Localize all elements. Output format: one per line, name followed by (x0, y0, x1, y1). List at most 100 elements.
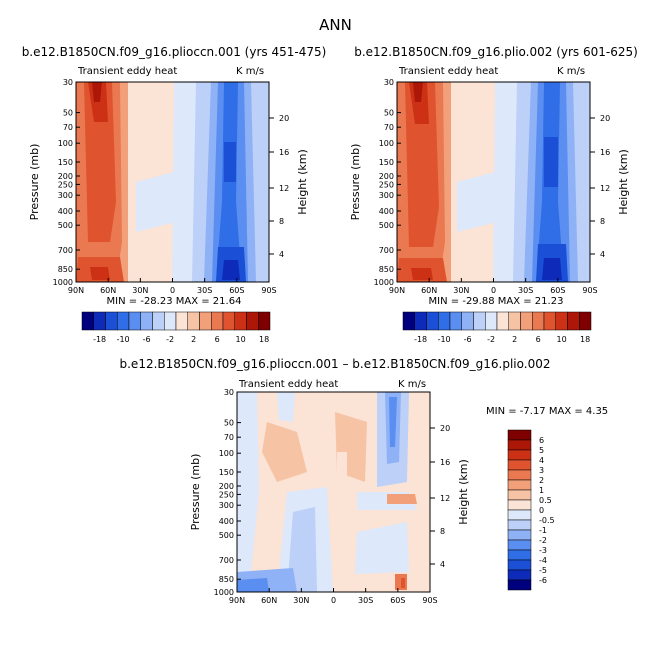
colorbar-swatch (485, 311, 498, 331)
colorbar-label: 10 (236, 335, 246, 344)
pressure-tick-label: 400 (219, 517, 234, 526)
pressure-tick-label: 100 (219, 449, 234, 458)
latitude-tick-label: 0 (331, 596, 336, 605)
panel-difference: b.e12.B1850CN.f09_g16.plioccn.001 – b.e1… (120, 357, 609, 605)
panel1-height-axis: 20 16 12 8 4 (269, 114, 289, 259)
colorbar-label: 18 (580, 335, 590, 344)
pressure-tick-label: 70 (384, 123, 394, 132)
latitude-tick-label: 30N (293, 596, 309, 605)
colorbar-label: -2 (166, 335, 174, 344)
panel1-units: K m/s (236, 66, 264, 77)
latitude-tick-label: 60N (261, 596, 277, 605)
latitude-tick-label: 30N (453, 286, 469, 295)
panel3-minmax: MIN = -7.17 MAX = 4.35 (486, 406, 608, 417)
colorbar-swatch (507, 519, 532, 531)
panel3-latitude-axis: 90N 60N 30N 0 30S 60S 90S (229, 588, 438, 605)
pressure-tick-label: 150 (58, 158, 73, 167)
colorbar-label: -2 (487, 335, 495, 344)
panel2-left-label: Transient eddy heat (398, 66, 498, 77)
pressure-tick-label: 200 (58, 172, 73, 181)
pressure-tick-label: 300 (219, 501, 234, 510)
pressure-tick-label: 500 (219, 531, 234, 540)
latitude-tick-label: 60N (100, 286, 116, 295)
height-tick-label: 8 (600, 217, 605, 226)
colorbar-swatch (222, 311, 235, 331)
colorbar-swatch (507, 569, 532, 581)
pressure-tick-label: 50 (63, 109, 73, 118)
panel3-contour-plot (237, 392, 430, 592)
colorbar-swatch (567, 311, 580, 331)
panel-plio-002: b.e12.B1850CN.f09_g16.plio.002 (yrs 601-… (349, 45, 638, 344)
panel2-y2label: Height (km) (617, 149, 630, 215)
colorbar-label: -2 (539, 536, 547, 545)
height-tick-label: 4 (600, 250, 605, 259)
colorbar-swatch (507, 449, 532, 461)
colorbar-label: -6 (143, 335, 151, 344)
colorbar-swatch (507, 509, 532, 521)
panel1-latitude-axis: 90N 60N 30N 0 30S 60S 90S (68, 278, 277, 295)
pressure-tick-label: 700 (219, 556, 234, 565)
colorbar-swatch (507, 539, 532, 551)
panel1-colorbar: -18 -10 -6 -2 2 6 10 18 (81, 311, 271, 344)
panel1-minmax: MIN = -28.23 MAX = 21.64 (107, 296, 242, 307)
colorbar-swatch (81, 311, 94, 331)
latitude-tick-label: 60S (390, 596, 405, 605)
colorbar-label: 10 (557, 335, 567, 344)
panel-plioccn-001: b.e12.B1850CN.f09_g16.plioccn.001 (yrs 4… (22, 45, 327, 344)
colorbar-label: 0.5 (539, 496, 552, 505)
panel3-y2label: Height (km) (457, 459, 470, 525)
colorbar-label: -18 (414, 335, 427, 344)
panel3-units: K m/s (398, 379, 426, 390)
colorbar-swatch (234, 311, 247, 331)
latitude-tick-label: 0 (491, 286, 496, 295)
latitude-tick-label: 60S (550, 286, 565, 295)
pressure-tick-label: 300 (379, 191, 394, 200)
pressure-tick-label: 1000 (53, 278, 73, 287)
colorbar-label: 1 (539, 486, 544, 495)
panel2-minmax: MIN = -29.88 MAX = 21.23 (429, 296, 564, 307)
pressure-tick-label: 100 (58, 139, 73, 148)
colorbar-label: 2 (512, 335, 517, 344)
pressure-tick-label: 500 (379, 221, 394, 230)
latitude-tick-label: 60S (229, 286, 244, 295)
latitude-tick-label: 90S (422, 596, 437, 605)
colorbar-label: -3 (539, 546, 547, 555)
latitude-tick-label: 30S (518, 286, 533, 295)
colorbar-swatch (449, 311, 462, 331)
pressure-tick-label: 400 (58, 207, 73, 216)
height-tick-label: 20 (279, 114, 289, 123)
colorbar-swatch (532, 311, 545, 331)
colorbar-swatch (496, 311, 509, 331)
pressure-tick-label: 850 (58, 265, 73, 274)
panel2-colorbar: -18 -10 -6 -2 2 6 10 18 (402, 311, 592, 344)
colorbar-swatch (211, 311, 224, 331)
colorbar-swatch (128, 311, 141, 331)
latitude-tick-label: 30S (197, 286, 212, 295)
colorbar-label: -4 (539, 556, 547, 565)
colorbar-swatch (520, 311, 533, 331)
latitude-tick-label: 90S (582, 286, 597, 295)
colorbar-swatch (246, 311, 259, 331)
panel1-title: b.e12.B1850CN.f09_g16.plioccn.001 (yrs 4… (22, 45, 327, 59)
pressure-tick-label: 200 (379, 172, 394, 181)
colorbar-label: 2 (539, 476, 544, 485)
pressure-tick-label: 250 (379, 180, 394, 189)
colorbar-swatch (507, 439, 532, 451)
colorbar-label: -18 (93, 335, 106, 344)
colorbar-swatch (175, 311, 188, 331)
pressure-tick-label: 30 (224, 388, 234, 397)
panel1-contour-plot (76, 82, 269, 282)
colorbar-swatch (579, 311, 592, 331)
colorbar-label: 4 (539, 456, 544, 465)
colorbar-swatch (152, 311, 165, 331)
panel2-latitude-axis: 90N 60N 30N 0 30S 60S 90S (389, 278, 598, 295)
latitude-tick-label: 90N (229, 596, 245, 605)
colorbar-swatch (507, 469, 532, 481)
colorbar-swatch (507, 549, 532, 561)
colorbar-swatch (473, 311, 486, 331)
colorbar-swatch (507, 479, 532, 491)
